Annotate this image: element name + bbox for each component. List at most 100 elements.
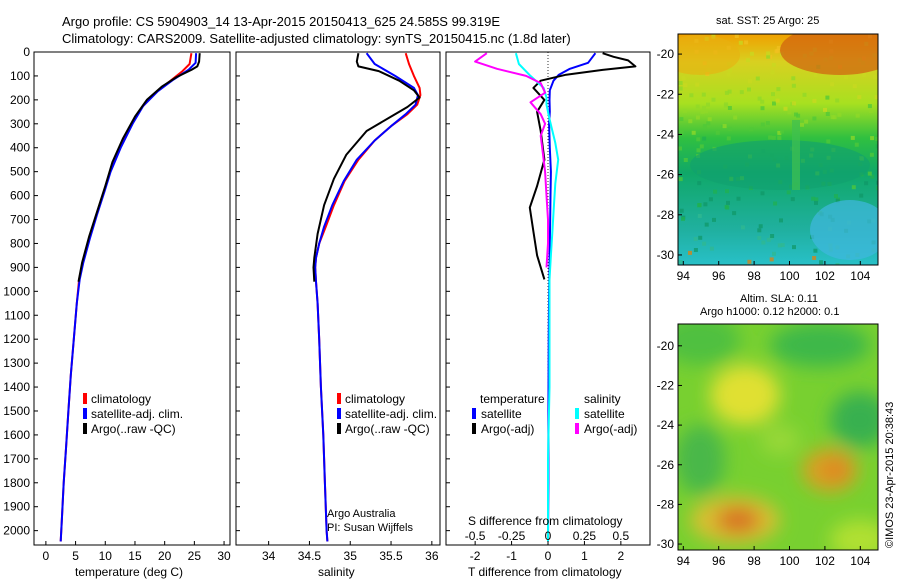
s-x-tick-label: -0.25 <box>498 529 526 543</box>
salinity-annotation-line2: PI: Susan Wijffels <box>327 522 413 534</box>
map-y-tick-label: -22 <box>657 87 675 101</box>
depth-tick-label: 300 <box>10 117 30 131</box>
x-tick-label: 36 <box>425 549 439 563</box>
salinity-panel: 34 34.5 35 35.5 36 salinity climatology sate… <box>235 51 441 579</box>
map-x-tick-label: 100 <box>779 269 799 283</box>
temperature-panel: 0100200300400500600700800900100011001200… <box>3 45 231 579</box>
sla-map-y-ticks: -20 -22 -24 -26 -28 -30 <box>657 339 682 551</box>
temperature-lines <box>59 53 201 542</box>
temperature-depth-ticks: 0 100 200 300 400 500 600 700 800 900 1000 1100 1200… <box>3 45 38 538</box>
salinity-x-ticks: 34 34.5 35 35.5 36 <box>236 51 439 563</box>
header-line2: Climatology: CARS2009. Satellite-adjuste… <box>62 31 571 46</box>
depth-tick-label: 1800 <box>3 476 30 490</box>
x-tick-label: 30 <box>217 549 231 563</box>
sla-map-title-line1: Altim. SLA: 0.11 <box>740 293 818 305</box>
series-line-s_satellite <box>514 52 560 542</box>
x-tick-label: 25 <box>188 549 202 563</box>
x-tick-label: 15 <box>128 549 142 563</box>
sst-map-y-ticks: -20 -22 -24 -26 -28 -30 <box>657 47 682 262</box>
map-x-tick-label: 96 <box>712 269 726 283</box>
salinity-xlabel: salinity <box>318 565 355 579</box>
x-tick-label: 1 <box>581 549 588 563</box>
map-x-tick-label: 98 <box>747 269 761 283</box>
depth-tick-label: 1000 <box>3 284 30 298</box>
salinity-legend-swatch-satellite <box>337 408 341 419</box>
salinity-legend-swatch-argo <box>337 423 341 434</box>
depth-tick-label: 200 <box>10 93 30 107</box>
map-y-tick-label: -20 <box>657 339 675 353</box>
sla-map-x-ticks: 94 96 98 100 102 104 <box>677 546 871 568</box>
map-y-tick-label: -26 <box>657 168 675 182</box>
depth-tick-label: 1500 <box>3 404 30 418</box>
series-line-t_satellite <box>547 52 597 542</box>
series-line-climatology <box>314 52 422 542</box>
sst-map-frame <box>677 33 879 266</box>
map-y-tick-label: -30 <box>657 248 675 262</box>
series-line-satellite <box>59 53 198 542</box>
series-line-climatology <box>59 53 193 542</box>
depth-tick-label: 1200 <box>3 332 30 346</box>
s-x-tick-label: 0.25 <box>573 529 597 543</box>
temperature-x-ticks: 0 5 10 15 20 25 30 <box>43 541 231 563</box>
series-line-argo <box>312 53 421 282</box>
sla-map-title-line2: Argo h1000: 0.12 h2000: 0.1 <box>700 306 839 318</box>
map-x-tick-label: 98 <box>747 554 761 568</box>
salinity-legend-swatch-climatology <box>337 393 341 404</box>
depth-tick-label: 1400 <box>3 380 30 394</box>
map-x-tick-label: 104 <box>850 269 870 283</box>
depth-tick-label: 1100 <box>4 308 30 322</box>
header-line1: Argo profile: CS 5904903_14 13-Apr-2015 … <box>62 14 500 29</box>
difference-xlabel-top: S difference from climatology <box>468 514 623 528</box>
s-x-tick-label: -0.5 <box>465 529 486 543</box>
depth-tick-label: 0 <box>23 45 30 59</box>
x-tick-label: 20 <box>158 549 172 563</box>
x-tick-label: 5 <box>72 549 79 563</box>
difference-lines <box>474 52 637 542</box>
depth-tick-label: 800 <box>10 236 30 250</box>
depth-tick-label: 1600 <box>3 428 30 442</box>
x-tick-label: 0 <box>545 549 552 563</box>
difference-legend: temperature salinity satellite Argo(-adj… <box>472 392 637 436</box>
difference-legend-title-salinity: salinity <box>584 392 621 406</box>
salinity-legend-climatology: climatology <box>345 392 405 406</box>
salinity-legend-argo: Argo(..raw -QC) <box>345 422 430 436</box>
map-y-tick-label: -28 <box>657 497 675 511</box>
salinity-lines <box>312 52 422 542</box>
map-x-tick-label: 94 <box>677 554 691 568</box>
map-x-tick-label: 102 <box>815 269 835 283</box>
x-tick-label: -1 <box>506 549 517 563</box>
salinity-annotation-line1: Argo Australia <box>327 508 396 520</box>
difference-legend-swatch-t-argo <box>472 423 476 434</box>
x-tick-label: -2 <box>470 549 481 563</box>
difference-legend-t-argo: Argo(-adj) <box>481 422 534 436</box>
temperature-legend-climatology: climatology <box>91 392 151 406</box>
credit-stamp: ©IMOS 23-Apr-2015 20:38:43 <box>884 402 896 548</box>
x-tick-label: 34.5 <box>298 549 322 563</box>
difference-legend-swatch-s-satellite <box>575 408 579 419</box>
series-line-t_argo <box>528 52 637 280</box>
sla-map-frame <box>677 323 879 551</box>
map-y-tick-label: -26 <box>657 458 675 472</box>
map-y-tick-label: -30 <box>657 537 675 551</box>
salinity-axes-frame <box>235 51 441 546</box>
temperature-axes-frame <box>33 51 231 546</box>
depth-tick-label: 900 <box>10 260 30 274</box>
map-y-tick-label: -28 <box>657 208 675 222</box>
difference-legend-s-satellite: satellite <box>584 407 625 421</box>
map-y-tick-label: -22 <box>657 378 675 392</box>
x-tick-label: 10 <box>99 549 113 563</box>
depth-tick-label: 100 <box>10 69 30 83</box>
map-y-tick-label: -24 <box>657 127 675 141</box>
difference-legend-s-argo: Argo(-adj) <box>584 422 637 436</box>
sla-map-image <box>678 324 878 550</box>
x-tick-label: 0 <box>43 549 50 563</box>
map-x-tick-label: 104 <box>850 554 870 568</box>
difference-s-x-ticks: -0.5 -0.25 0 0.25 0.5 <box>465 529 630 543</box>
temperature-xlabel: temperature (deg C) <box>75 565 183 579</box>
depth-tick-label: 2000 <box>3 524 30 538</box>
series-line-s_argo <box>474 52 549 268</box>
x-tick-label: 34 <box>262 549 276 563</box>
temperature-legend-swatch-satellite <box>83 408 87 419</box>
x-tick-label: 35 <box>344 549 358 563</box>
depth-tick-label: 1900 <box>3 500 30 514</box>
